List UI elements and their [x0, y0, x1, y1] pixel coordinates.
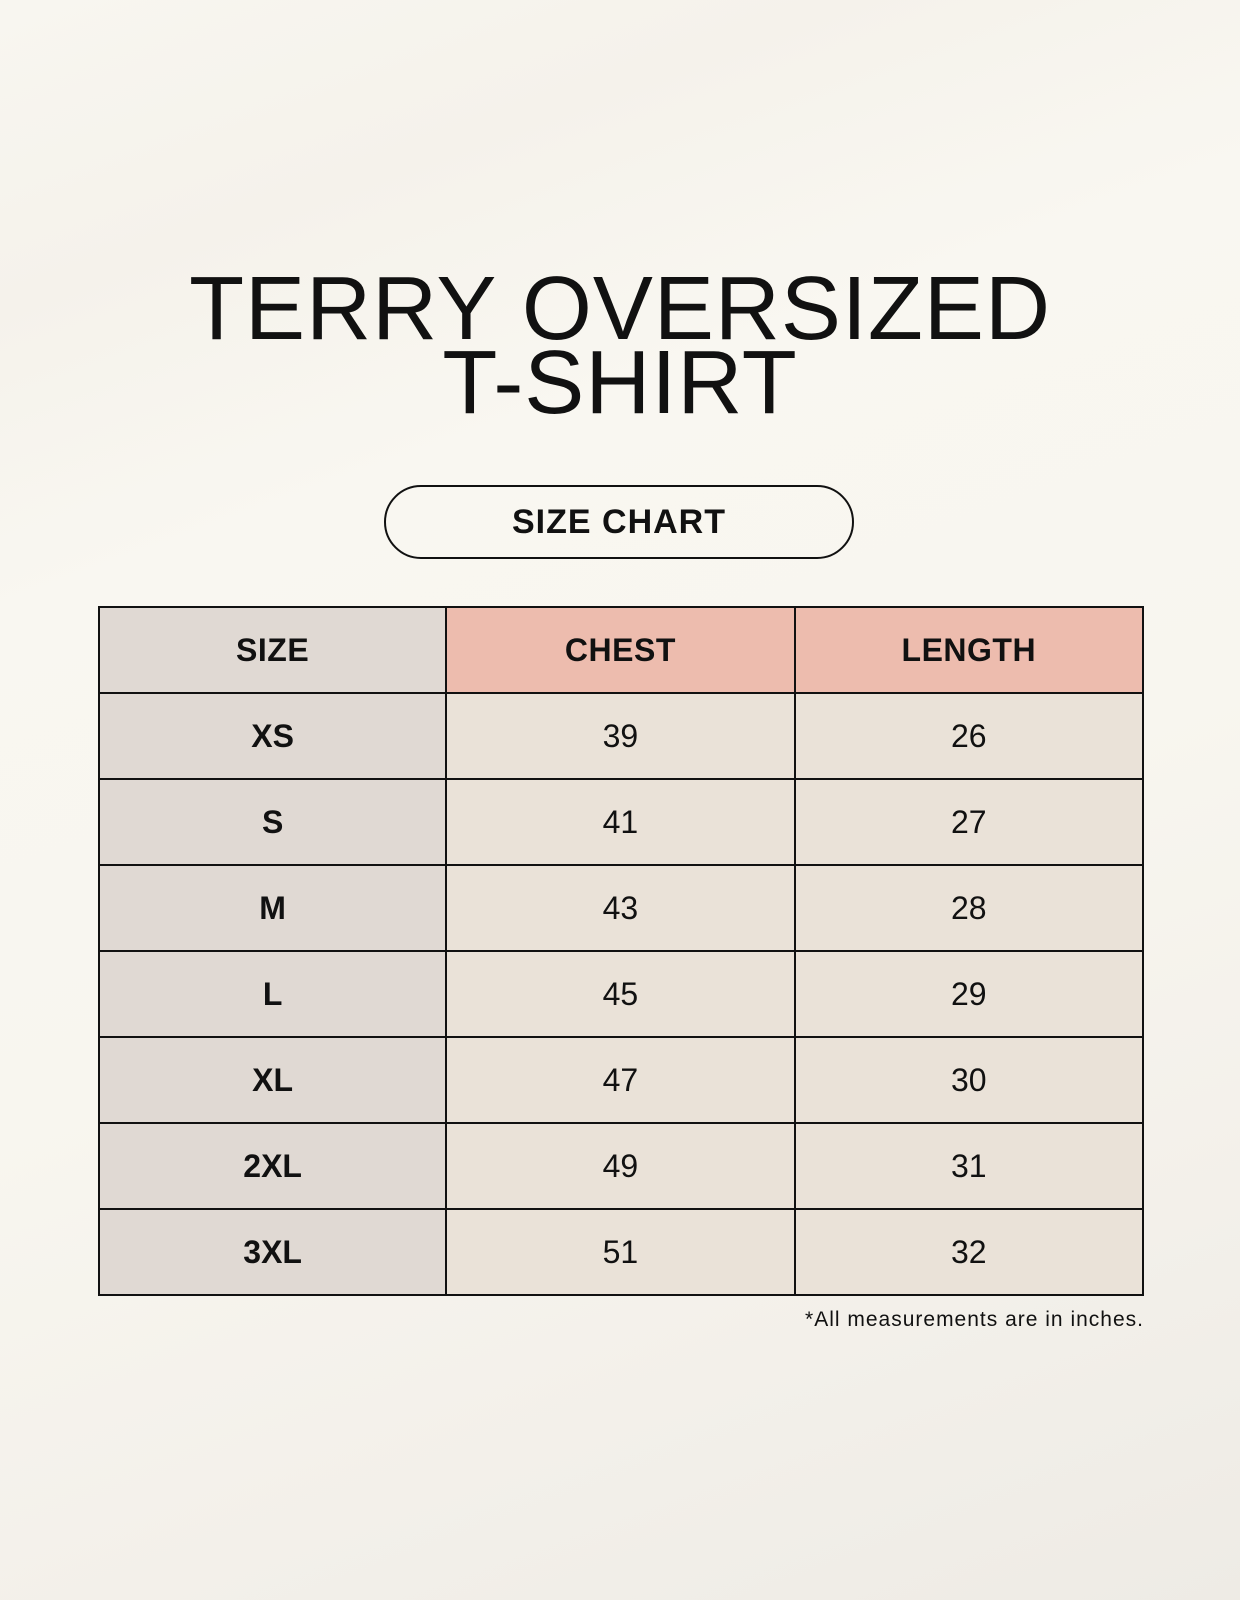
- page-title: TERRY OVERSIZED T-SHIRT: [0, 259, 1240, 433]
- cell-chest: 45: [445, 950, 796, 1038]
- cell-size: 2XL: [97, 1122, 448, 1210]
- cell-chest: 43: [445, 864, 796, 952]
- cell-length: 28: [793, 864, 1145, 952]
- cell-length: 30: [793, 1036, 1145, 1124]
- table-row: XS 39 26: [97, 692, 1145, 780]
- cell-chest: 41: [445, 778, 796, 866]
- header-chest: CHEST: [445, 606, 796, 694]
- cell-length: 27: [793, 778, 1145, 866]
- table-row: M 43 28: [97, 864, 1145, 952]
- title-line-2: T-SHIRT: [442, 333, 798, 433]
- cell-chest: 49: [445, 1122, 796, 1210]
- cell-size: XL: [97, 1036, 448, 1124]
- cell-chest: 51: [445, 1208, 796, 1296]
- cell-chest: 47: [445, 1036, 796, 1124]
- size-chart-badge: SIZE CHART: [384, 485, 854, 559]
- table-row: XL 47 30: [97, 1036, 1145, 1124]
- cell-size: 3XL: [97, 1208, 448, 1296]
- size-table: SIZE CHEST LENGTH XS 39 26 S 41 27 M 43 28 L 45 29 X…: [97, 606, 1145, 1296]
- header-row: SIZE CHEST LENGTH: [97, 606, 1145, 694]
- footnote: *All measurements are in inches.: [805, 1308, 1144, 1331]
- header-size: SIZE: [97, 606, 448, 694]
- cell-size: L: [97, 950, 448, 1038]
- cell-size: M: [97, 864, 448, 952]
- cell-length: 32: [793, 1208, 1145, 1296]
- cell-length: 29: [793, 950, 1145, 1038]
- cell-size: XS: [97, 692, 448, 780]
- cell-size: S: [97, 778, 448, 866]
- cell-chest: 39: [445, 692, 796, 780]
- cell-length: 31: [793, 1122, 1145, 1210]
- cell-length: 26: [793, 692, 1145, 780]
- title-line-1: TERRY OVERSIZED: [189, 259, 1051, 359]
- table-row: 2XL 49 31: [97, 1122, 1145, 1210]
- table-row: 3XL 51 32: [97, 1208, 1145, 1296]
- table-row: L 45 29: [97, 950, 1145, 1038]
- table-row: S 41 27: [97, 778, 1145, 866]
- header-length: LENGTH: [793, 606, 1145, 694]
